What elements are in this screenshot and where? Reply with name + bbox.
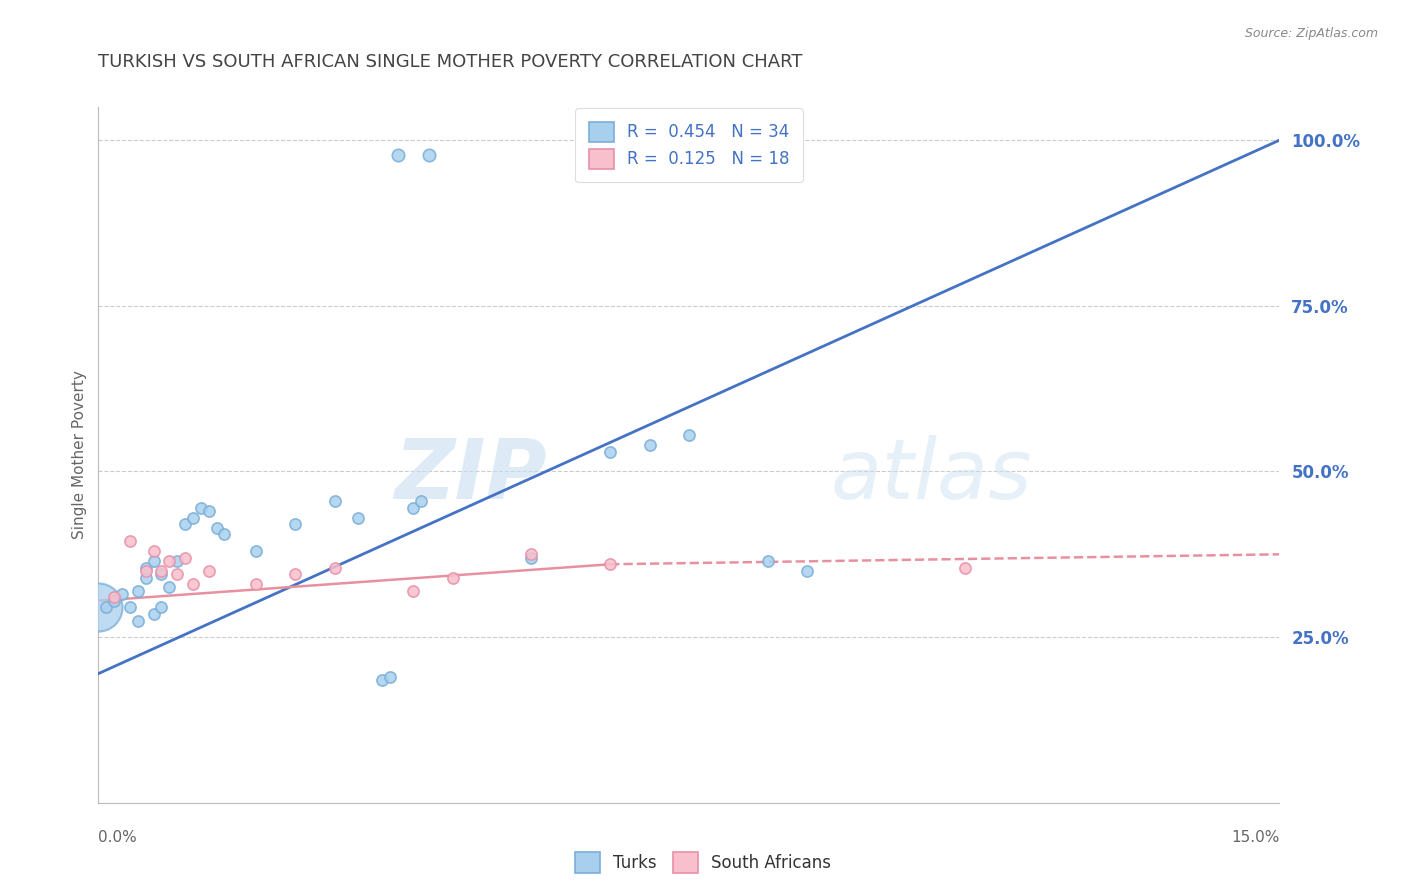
Legend: Turks, South Africans: Turks, South Africans	[568, 846, 838, 880]
Point	[197, 504, 219, 518]
Point	[638, 438, 661, 452]
Point	[599, 558, 621, 572]
Y-axis label: Single Mother Poverty: Single Mother Poverty	[72, 370, 87, 540]
Point	[142, 607, 165, 621]
Point	[323, 560, 346, 574]
Point	[520, 550, 543, 565]
Point	[96, 600, 118, 615]
Point	[756, 554, 779, 568]
Point	[181, 577, 204, 591]
Point	[411, 494, 433, 508]
Point	[103, 593, 125, 607]
Point	[87, 600, 110, 615]
Point	[150, 564, 173, 578]
Point	[678, 428, 700, 442]
Point	[135, 560, 157, 574]
Point	[190, 500, 212, 515]
Text: atlas: atlas	[831, 435, 1032, 516]
Point	[347, 511, 370, 525]
Point	[142, 554, 165, 568]
Point	[245, 544, 267, 558]
Text: 15.0%: 15.0%	[1232, 830, 1279, 845]
Point	[387, 147, 409, 161]
Legend: R =  0.454   N = 34, R =  0.125   N = 18: R = 0.454 N = 34, R = 0.125 N = 18	[575, 109, 803, 183]
Point	[150, 600, 173, 615]
Point	[111, 587, 134, 601]
Point	[323, 494, 346, 508]
Point	[205, 521, 228, 535]
Point	[135, 570, 157, 584]
Point	[796, 564, 818, 578]
Point	[402, 583, 425, 598]
Point	[157, 554, 180, 568]
Point	[150, 567, 173, 582]
Point	[441, 570, 464, 584]
Point	[953, 560, 976, 574]
Point	[103, 591, 125, 605]
Point	[284, 517, 307, 532]
Text: 0.0%: 0.0%	[98, 830, 138, 845]
Point	[245, 577, 267, 591]
Point	[118, 534, 141, 549]
Text: ZIP: ZIP	[395, 435, 547, 516]
Point	[181, 511, 204, 525]
Point	[135, 564, 157, 578]
Point	[174, 517, 197, 532]
Point	[378, 670, 401, 684]
Point	[166, 554, 188, 568]
Point	[284, 567, 307, 582]
Point	[166, 567, 188, 582]
Point	[127, 614, 149, 628]
Point	[127, 583, 149, 598]
Text: TURKISH VS SOUTH AFRICAN SINGLE MOTHER POVERTY CORRELATION CHART: TURKISH VS SOUTH AFRICAN SINGLE MOTHER P…	[98, 54, 803, 71]
Point	[197, 564, 219, 578]
Point	[118, 600, 141, 615]
Point	[214, 527, 236, 541]
Point	[599, 444, 621, 458]
Point	[157, 581, 180, 595]
Point	[418, 147, 440, 161]
Point	[174, 550, 197, 565]
Point	[402, 500, 425, 515]
Text: Source: ZipAtlas.com: Source: ZipAtlas.com	[1244, 27, 1378, 40]
Point	[371, 673, 394, 688]
Point	[142, 544, 165, 558]
Point	[520, 547, 543, 561]
